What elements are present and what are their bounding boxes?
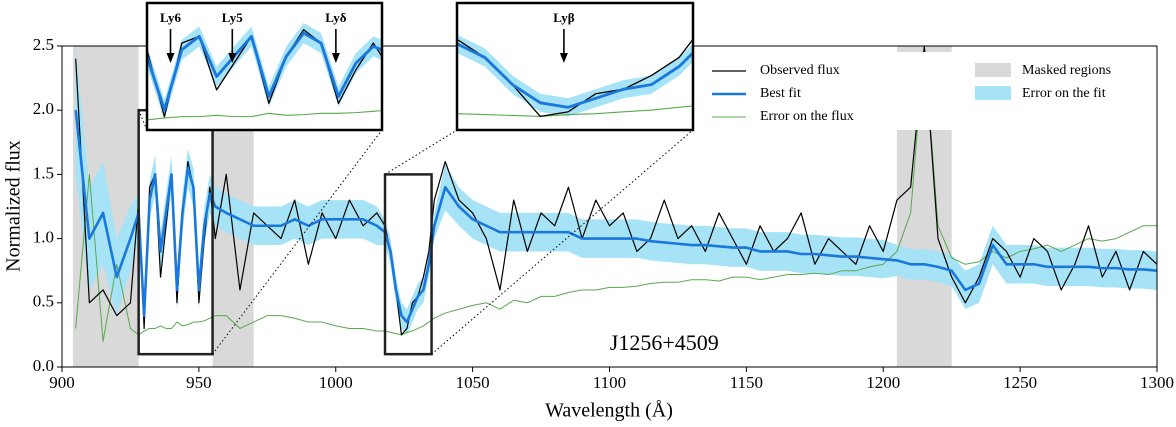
legend-label: Observed flux xyxy=(760,63,840,78)
connector xyxy=(212,129,383,355)
inset-frame xyxy=(145,1,384,132)
inset-frame xyxy=(455,1,695,132)
x-tick-label: 1150 xyxy=(730,373,763,392)
fit-error-band xyxy=(75,46,1157,335)
annotation: J1256+4509 xyxy=(610,330,719,355)
y-tick-label: 2.0 xyxy=(33,99,54,118)
line-arrowhead xyxy=(166,53,175,63)
line-label: Ly5 xyxy=(222,10,243,25)
series-line xyxy=(75,46,1157,342)
series-line xyxy=(147,110,382,121)
line-label: Lyβ xyxy=(553,10,574,25)
line-label: Lyδ xyxy=(325,10,346,25)
inset-background xyxy=(147,3,382,130)
series-line xyxy=(147,31,382,112)
x-tick-label: 1050 xyxy=(456,373,490,392)
x-tick-label: 900 xyxy=(49,373,75,392)
legend-swatch xyxy=(975,86,1011,100)
series-line xyxy=(74,110,1157,324)
zoom-box xyxy=(383,173,433,356)
x-tick-label: 1300 xyxy=(1140,373,1174,392)
line-arrowhead xyxy=(331,53,340,63)
y-tick-label: 0.5 xyxy=(33,292,54,311)
legend-label: Error on the flux xyxy=(760,109,854,124)
y-axis-label: Normalized flux xyxy=(3,140,25,272)
legend-label: Masked regions xyxy=(1022,63,1111,78)
x-tick-label: 1200 xyxy=(866,373,900,392)
y-tick-label: 1.0 xyxy=(33,228,54,247)
line-label: Ly6 xyxy=(160,10,181,25)
legend-label: Error on the fit xyxy=(1022,86,1106,101)
connector xyxy=(431,129,694,355)
legend-box xyxy=(702,52,1152,130)
line-arrowhead xyxy=(228,53,237,63)
x-tick-label: 1000 xyxy=(319,373,353,392)
y-tick-label: 1.5 xyxy=(33,163,54,182)
x-tick-label: 950 xyxy=(186,373,212,392)
line-arrowhead xyxy=(559,53,568,63)
inset-plot xyxy=(457,34,693,118)
y-tick-label: 0.0 xyxy=(33,356,54,375)
legend-swatch xyxy=(975,63,1011,77)
fit-error-band xyxy=(457,34,693,117)
x-tick-label: 1100 xyxy=(593,373,626,392)
legend-label: Best fit xyxy=(760,86,801,101)
inset-plot xyxy=(147,23,382,121)
y-tick-label: 2.5 xyxy=(33,35,54,54)
x-tick-label: 1250 xyxy=(1003,373,1037,392)
x-axis-label: Wavelength (Å) xyxy=(545,400,673,422)
